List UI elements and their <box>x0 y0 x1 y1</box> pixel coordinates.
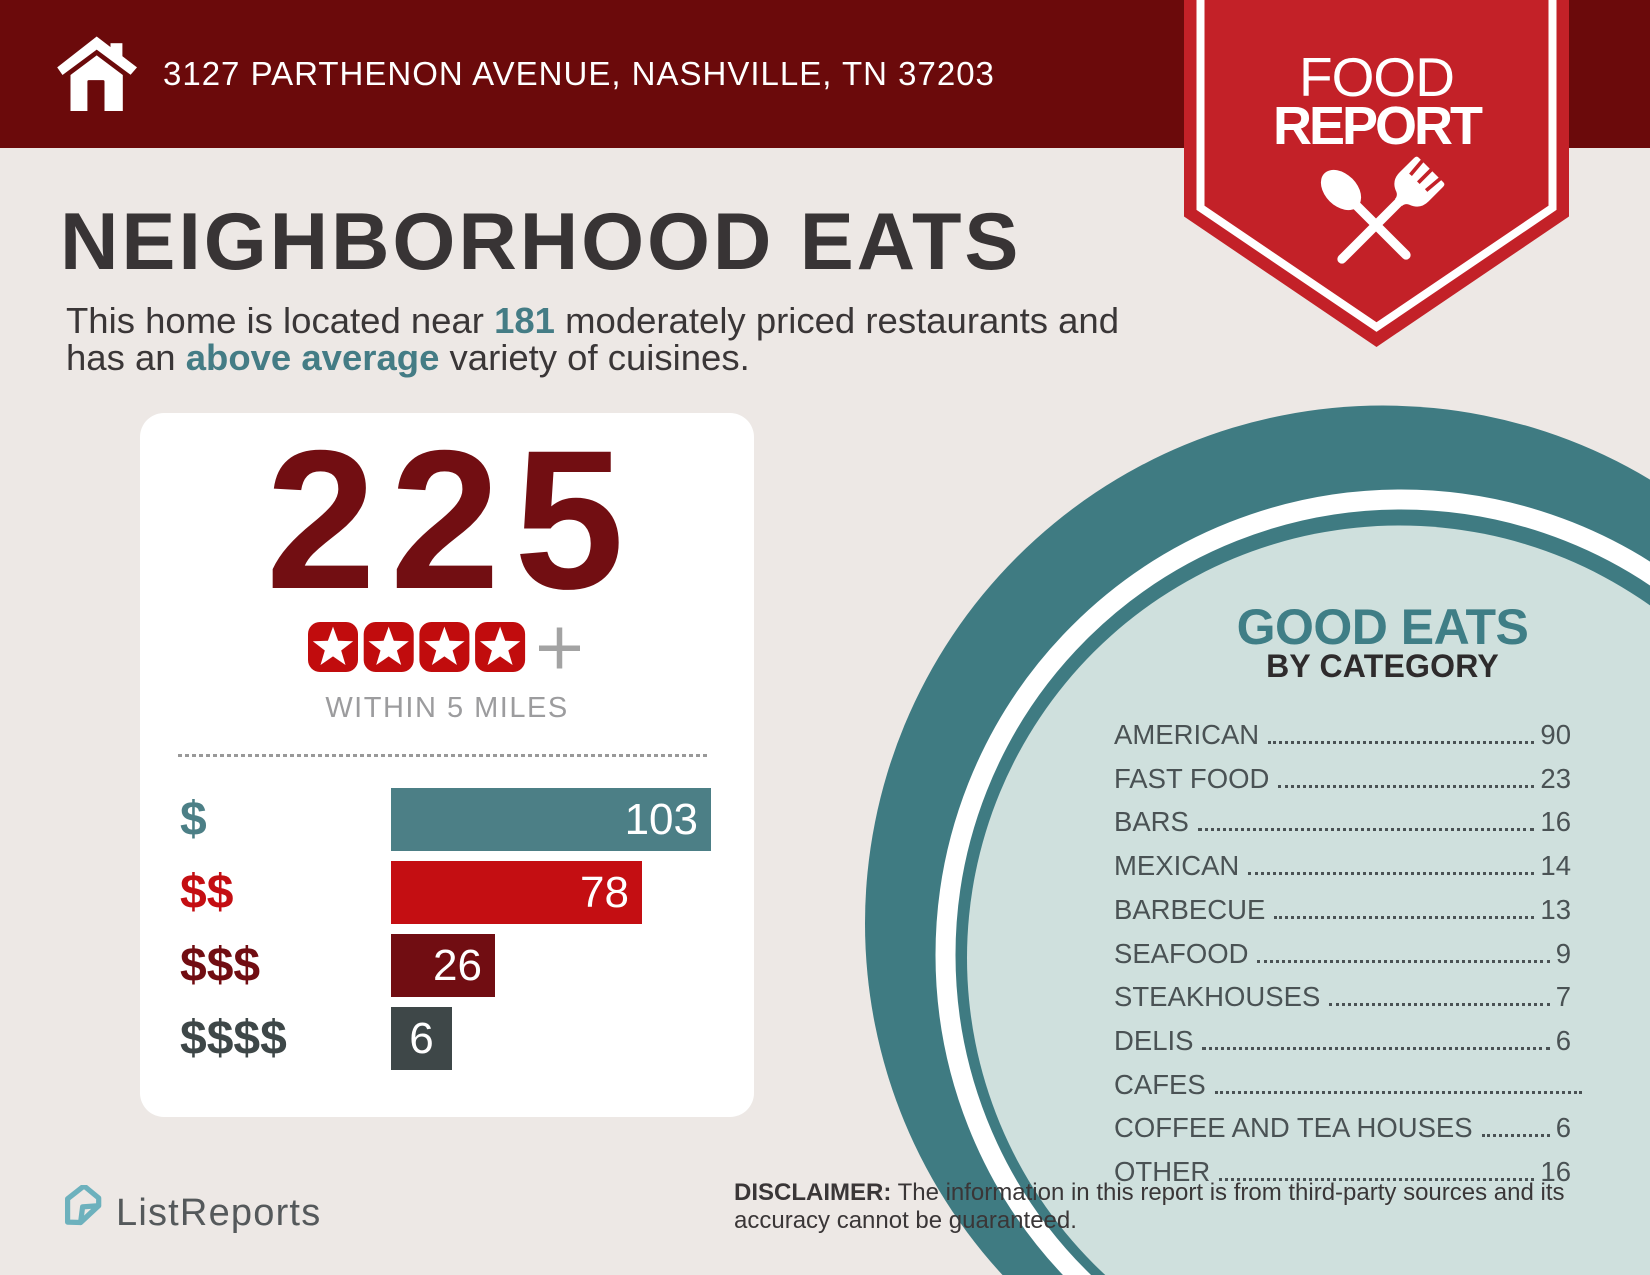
svg-text:REPORT: REPORT <box>1273 96 1483 156</box>
svg-text:FOOD: FOOD <box>1299 46 1454 108</box>
